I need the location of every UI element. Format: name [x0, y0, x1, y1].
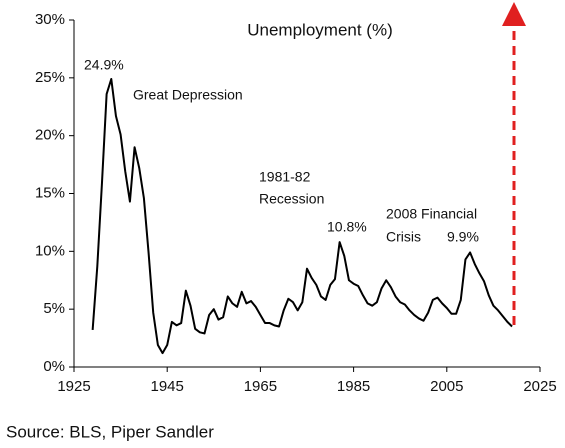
x-tick-label: 2025	[523, 378, 556, 395]
annotation: Great Depression	[133, 87, 243, 103]
y-tick-label: 10%	[35, 242, 65, 259]
y-tick-label: 0%	[43, 358, 65, 375]
annotation: 10.8%	[327, 219, 367, 235]
annotation: 9.9%	[447, 229, 479, 245]
annotation: Recession	[259, 191, 324, 207]
line	[91, 77, 513, 355]
y-tick-label: 25%	[35, 69, 65, 86]
chart-title: Unemployment (%)	[247, 20, 393, 39]
y-tick-label: 30%	[35, 11, 65, 28]
source: Source: BLS, Piper Sandler	[6, 422, 214, 441]
y-tick-label: 20%	[35, 127, 65, 144]
x-tick-label: 1985	[337, 378, 370, 395]
x-tick-label: 1965	[244, 378, 277, 395]
x-tick-label: 2005	[430, 378, 463, 395]
annotation: Crisis	[386, 229, 421, 245]
y-tick-label: 15%	[35, 184, 65, 201]
annotation: 2008 Financial	[386, 206, 477, 222]
annotation: 24.9%	[84, 57, 124, 73]
annotation: 1981-82	[259, 169, 311, 185]
x-tick-label: 1925	[57, 378, 90, 395]
x-tick-label: 1945	[151, 378, 184, 395]
y-tick-label: 5%	[43, 300, 65, 317]
